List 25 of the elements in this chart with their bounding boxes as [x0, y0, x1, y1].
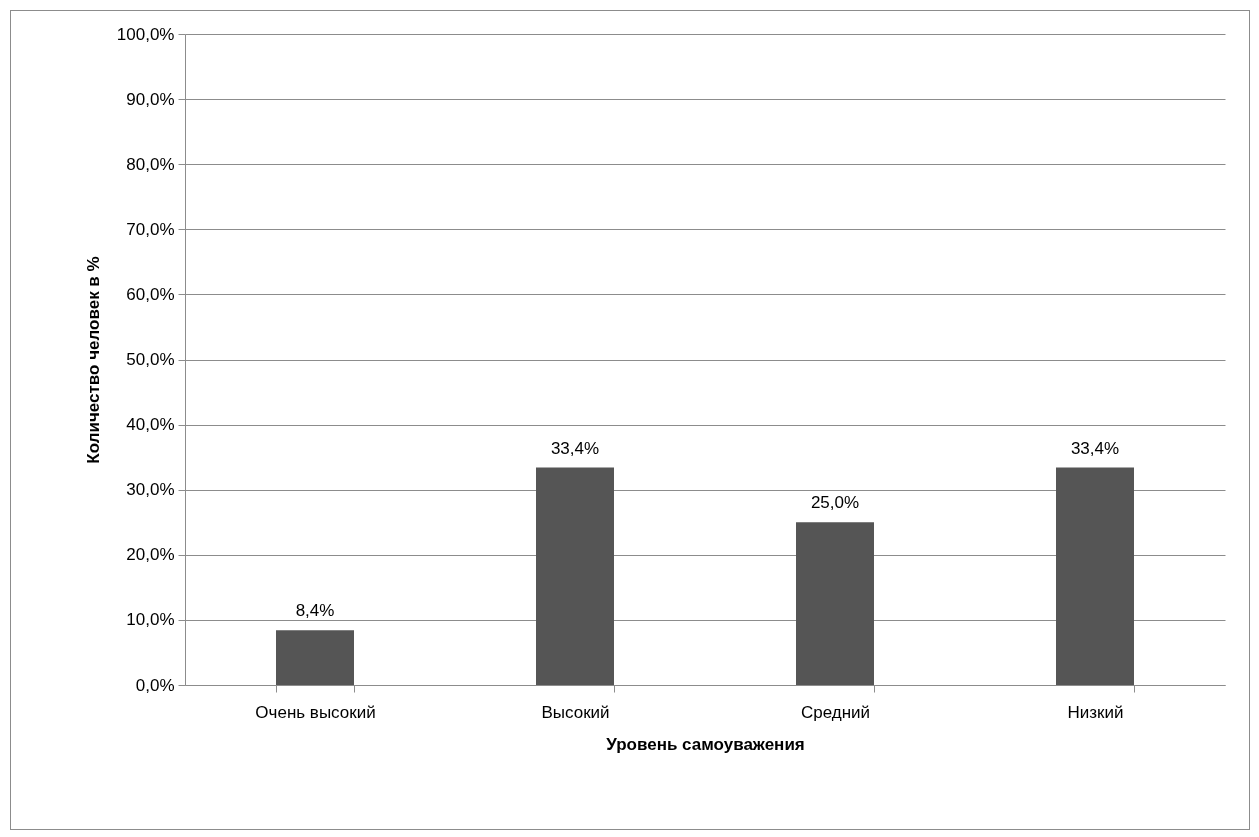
- x-tick-label: Высокий: [541, 702, 610, 722]
- x-axis-title: Уровень самоуважения: [606, 734, 805, 754]
- data-label: 33,4%: [1070, 438, 1120, 458]
- x-tick-label: Средний: [800, 702, 871, 722]
- y-tick-label: 80,0%: [126, 154, 175, 174]
- bar: [276, 630, 354, 685]
- y-tick-label: 10,0%: [126, 610, 175, 630]
- bar: [1056, 467, 1134, 685]
- data-label: 25,0%: [810, 493, 860, 513]
- y-tick-label: 40,0%: [126, 415, 175, 435]
- y-tick-label: 20,0%: [126, 545, 175, 565]
- y-tick-label: 70,0%: [126, 219, 175, 239]
- y-axis-title: Количество человек в %: [83, 256, 103, 464]
- x-tick-label: Очень высокий: [255, 702, 376, 722]
- data-label: 8,4%: [295, 601, 335, 621]
- y-tick-label: 60,0%: [126, 284, 175, 304]
- bar: [536, 467, 614, 685]
- y-tick-label: 100,0%: [116, 24, 175, 44]
- y-tick-label: 30,0%: [126, 480, 175, 500]
- y-tick-label: 90,0%: [126, 89, 175, 109]
- x-tick-label: Низкий: [1067, 702, 1124, 722]
- y-tick-label: 0,0%: [135, 675, 175, 695]
- bar: [796, 522, 874, 685]
- y-tick-label: 50,0%: [126, 350, 175, 369]
- data-label: 33,4%: [550, 438, 600, 458]
